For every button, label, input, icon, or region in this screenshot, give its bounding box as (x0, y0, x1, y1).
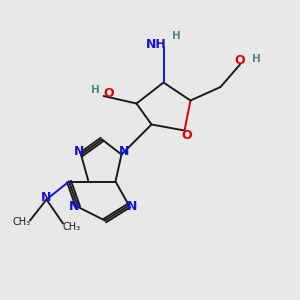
Text: O: O (182, 129, 192, 142)
Text: H: H (172, 31, 181, 41)
Text: H: H (252, 53, 261, 64)
Text: CH₃: CH₃ (63, 221, 81, 232)
Text: N: N (127, 200, 137, 214)
Text: N: N (74, 145, 85, 158)
Text: CH₃: CH₃ (13, 217, 31, 227)
Text: O: O (103, 87, 114, 100)
Text: N: N (41, 190, 52, 204)
Text: NH: NH (146, 38, 167, 52)
Text: N: N (119, 145, 130, 158)
Text: N: N (69, 200, 80, 214)
Text: O: O (235, 54, 245, 68)
Text: H: H (91, 85, 100, 95)
